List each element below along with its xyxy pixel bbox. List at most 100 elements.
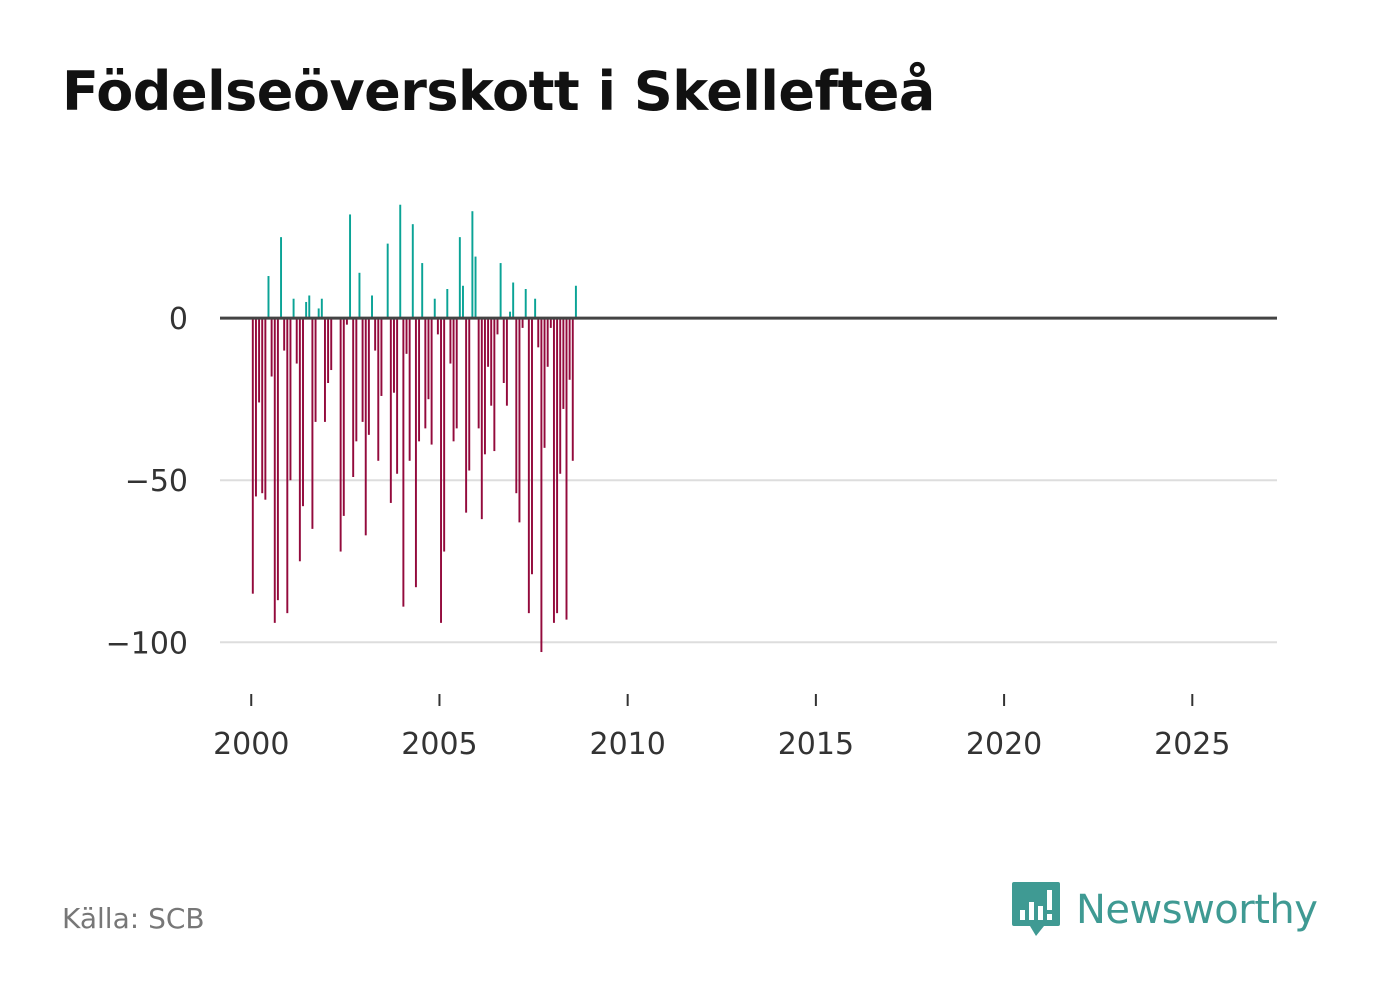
bar xyxy=(349,214,352,319)
bar xyxy=(317,308,320,319)
bar xyxy=(440,318,442,623)
bar xyxy=(556,318,559,614)
bar xyxy=(458,237,461,319)
bar xyxy=(327,318,330,383)
bar xyxy=(261,318,264,494)
bar xyxy=(552,318,555,623)
bar xyxy=(270,318,273,377)
bar xyxy=(308,295,311,319)
bar xyxy=(267,276,270,319)
bar xyxy=(468,318,471,471)
bar xyxy=(537,318,540,348)
bar xyxy=(540,318,543,653)
x-tick-label: 2025 xyxy=(1154,727,1230,762)
bar xyxy=(320,298,323,319)
bar xyxy=(487,318,490,367)
brand-name: Newsworthy xyxy=(1076,887,1318,933)
bar xyxy=(314,318,317,422)
bar xyxy=(474,256,477,319)
bar xyxy=(295,318,298,364)
bar xyxy=(562,318,565,409)
bar xyxy=(358,272,361,319)
bar xyxy=(531,318,533,575)
bar xyxy=(254,318,257,497)
x-tick-label: 2020 xyxy=(966,727,1042,762)
bar xyxy=(258,318,261,403)
bar xyxy=(471,211,474,319)
bar xyxy=(339,318,342,552)
x-tick-label: 2010 xyxy=(589,727,665,762)
source-label: Källa: SCB xyxy=(62,902,205,935)
chart-title: Födelseöverskott i Skellefteå xyxy=(62,60,935,123)
bar xyxy=(480,318,483,520)
bar xyxy=(367,318,370,435)
bar xyxy=(490,318,493,406)
bar xyxy=(462,285,464,319)
bar xyxy=(559,318,562,474)
bar xyxy=(352,318,355,477)
bar xyxy=(283,318,286,351)
bar xyxy=(568,318,571,380)
bar xyxy=(402,318,405,607)
bar xyxy=(518,318,521,523)
bar xyxy=(521,318,524,328)
x-tick-label: 2015 xyxy=(778,727,854,762)
bar xyxy=(289,318,292,481)
bar xyxy=(543,318,546,448)
bar xyxy=(549,318,552,328)
bar xyxy=(505,318,508,406)
newsworthy-logo-icon xyxy=(1012,882,1060,936)
bar xyxy=(311,318,314,529)
bar xyxy=(251,318,254,594)
bar xyxy=(345,318,348,325)
bar xyxy=(546,318,549,367)
bar xyxy=(292,298,295,319)
gridlines xyxy=(220,479,1277,644)
bar xyxy=(515,318,518,494)
bar xyxy=(405,318,408,354)
bar xyxy=(477,318,480,429)
y-tick-label: −50 xyxy=(125,464,188,499)
bar xyxy=(396,318,399,474)
bar xyxy=(430,318,433,445)
bar xyxy=(443,318,446,552)
bar xyxy=(393,318,395,393)
bar xyxy=(408,318,411,461)
bar xyxy=(496,318,499,335)
bar xyxy=(493,318,496,452)
axes: 0 −50 −100 2000 2005 2010 2015 2020 2025 xyxy=(106,302,1277,762)
x-tick-label: 2005 xyxy=(401,727,477,762)
bar xyxy=(364,318,367,536)
bar xyxy=(418,318,421,442)
bar xyxy=(380,318,383,396)
bar xyxy=(571,318,574,461)
bar xyxy=(424,318,427,429)
bar xyxy=(305,301,308,319)
bar xyxy=(509,311,511,319)
brand-logo[interactable]: Newsworthy xyxy=(1010,880,1318,940)
bar xyxy=(273,318,276,623)
bar xyxy=(436,318,439,335)
bar xyxy=(455,318,458,429)
bar xyxy=(574,285,577,319)
bar xyxy=(499,263,502,319)
bar xyxy=(524,289,527,319)
bar xyxy=(534,298,537,319)
bar xyxy=(414,318,417,588)
bar xyxy=(276,318,279,601)
bar xyxy=(371,295,373,319)
bar xyxy=(411,224,414,319)
y-tick-label: 0 xyxy=(169,302,188,337)
bar xyxy=(298,318,301,562)
bar xyxy=(286,318,289,614)
bar xyxy=(527,318,530,614)
bar xyxy=(565,318,568,620)
bar xyxy=(330,318,333,371)
bar xyxy=(355,318,358,442)
bars xyxy=(251,204,577,653)
bar xyxy=(502,318,505,383)
bar xyxy=(386,243,389,319)
bar xyxy=(361,318,364,422)
bar xyxy=(342,318,345,516)
